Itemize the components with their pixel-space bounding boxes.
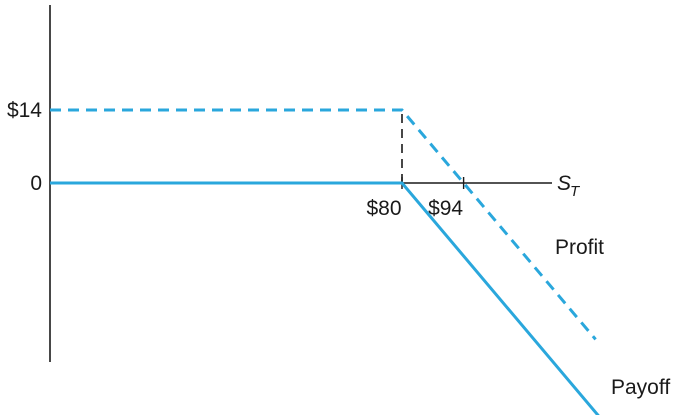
series-label-payoff: Payoff xyxy=(611,376,670,399)
x-tick-label-1: $94 xyxy=(428,197,463,220)
y-tick-label-1: $14 xyxy=(7,99,42,122)
series-lines xyxy=(50,108,600,415)
x-axis-label: S xyxy=(557,172,571,195)
y-tick-label-0: 0 xyxy=(30,172,42,195)
x-tick-label-0: $80 xyxy=(366,197,401,220)
series-payoff-line xyxy=(50,181,600,415)
series-profit-line xyxy=(50,108,597,341)
x-axis-label-subscript: T xyxy=(570,183,581,200)
chart-labels: 0 $14 $80 $94 ST Payoff Profit xyxy=(7,99,670,399)
series-label-profit: Profit xyxy=(555,236,604,259)
